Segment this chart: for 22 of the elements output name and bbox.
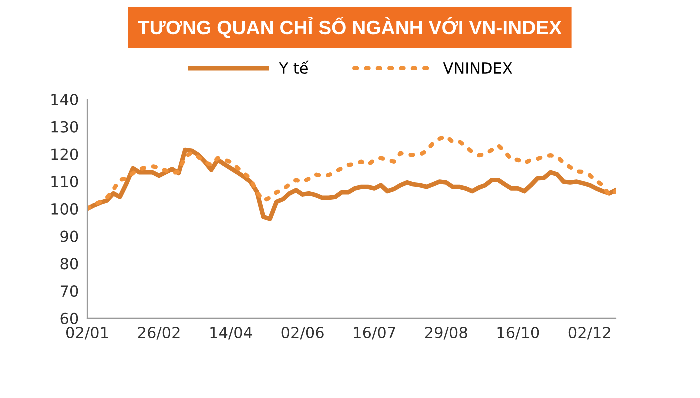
- y-tick-label: 80: [60, 258, 78, 270]
- chart-title: TƯƠNG QUAN CHỈ SỐ NGÀNH VỚI VN-INDEX: [138, 17, 562, 38]
- line-series: [88, 134, 616, 212]
- x-tick-label: 16/07: [354, 327, 396, 340]
- y-tick-label: 60: [60, 312, 78, 324]
- legend-label: VNINDEX: [443, 62, 512, 74]
- legend-label: Y tế: [279, 60, 309, 74]
- x-tick-label: 02/01: [66, 327, 108, 340]
- x-tick-label: 29/08: [425, 327, 468, 340]
- x-tick-label: 02/12: [568, 327, 610, 340]
- y-tick-label: 120: [52, 148, 78, 160]
- x-tick-label: 02/06: [282, 327, 324, 340]
- x-tick-label: 16/10: [498, 327, 540, 340]
- x-tick-label: 26/02: [138, 327, 180, 340]
- line-series: [88, 148, 616, 222]
- y-tick-label: 140: [52, 94, 78, 106]
- y-tick-label: 70: [60, 286, 78, 298]
- y-tick-label: 130: [52, 121, 78, 133]
- y-tick-label: 110: [52, 176, 78, 188]
- y-tick-label: 100: [52, 203, 78, 215]
- y-tick-label: 90: [60, 230, 78, 242]
- x-tick-label: 14/04: [210, 327, 252, 340]
